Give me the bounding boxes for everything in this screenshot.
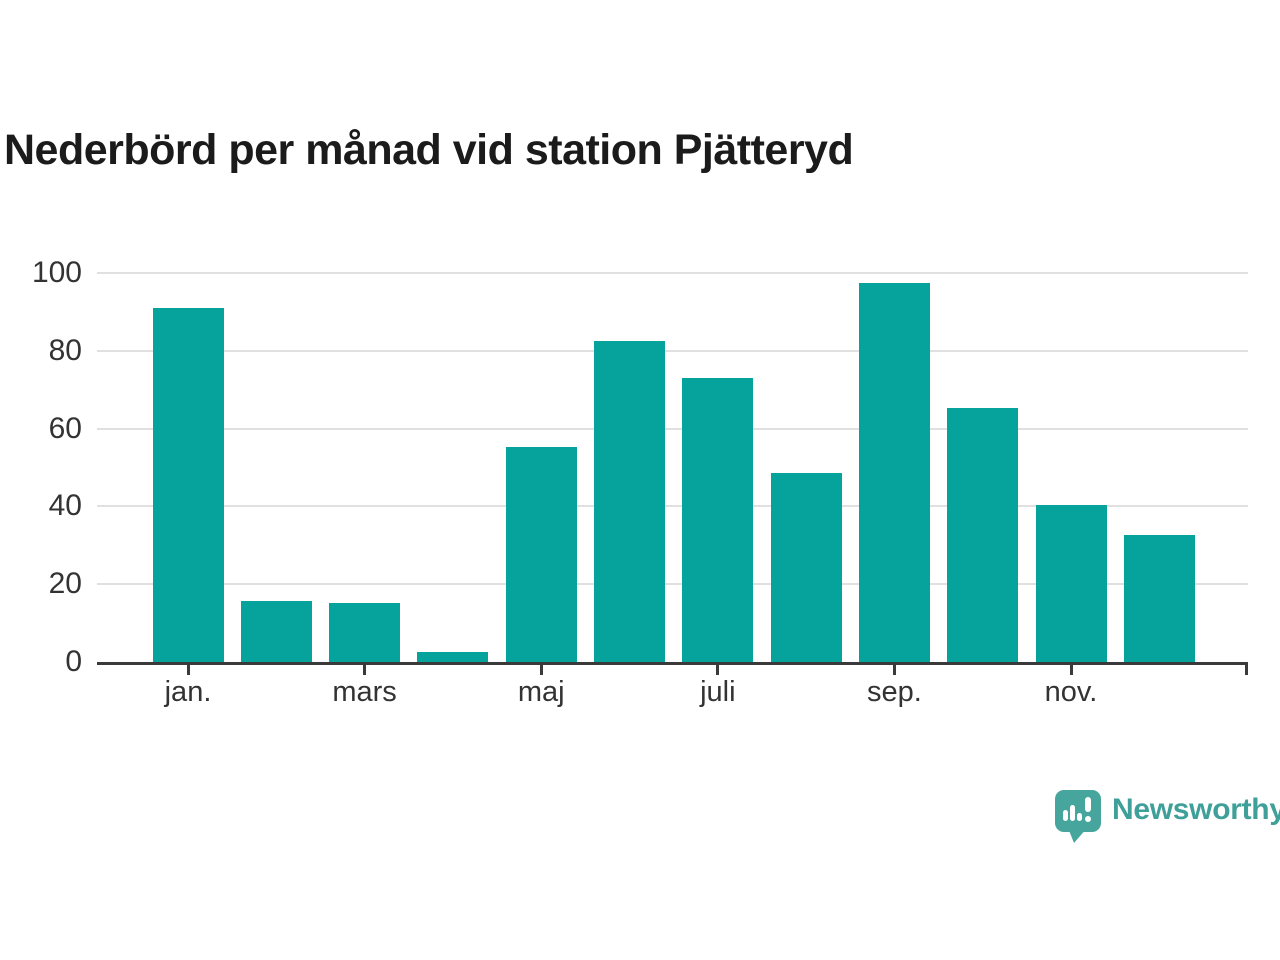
newsworthy-logo-text: Newsworthy	[1112, 793, 1280, 826]
newsworthy-logo: Newsworthy	[1055, 790, 1280, 844]
bar-juni	[594, 341, 665, 662]
bar-maj	[505, 446, 577, 662]
bar-nov.	[1035, 504, 1107, 662]
x-tick-juli	[716, 665, 720, 675]
x-label-jan.: jan.	[164, 676, 212, 708]
x-tick-jan.	[186, 665, 190, 675]
plot-area: jan. mars maj juli sep. nov.	[97, 272, 1248, 708]
x-tick-maj	[539, 665, 543, 675]
x-axis-end-tick	[1245, 665, 1248, 675]
y-label-20: 20	[48, 567, 82, 601]
x-tick-nov.	[1069, 665, 1073, 675]
gridline-y-20	[97, 583, 1248, 586]
newsworthy-logo-icon	[1055, 790, 1101, 843]
gridline-y-60	[97, 427, 1248, 430]
x-label-maj: maj	[517, 676, 565, 708]
x-tick-mars	[363, 665, 367, 675]
y-label-60: 60	[48, 411, 82, 445]
bar-apr.	[417, 651, 489, 662]
bar-juli	[682, 378, 754, 662]
bar-sep.	[858, 282, 930, 662]
y-label-80: 80	[48, 333, 82, 367]
gridline-y-100	[97, 272, 1248, 274]
chart-title: Nederbörd per månad vid station Pjättery…	[4, 126, 854, 174]
bar-okt.	[947, 407, 1019, 662]
x-label-mars: mars	[332, 676, 397, 708]
bar-jan.	[152, 308, 224, 662]
bar-feb.	[240, 600, 312, 662]
y-label-100: 100	[31, 256, 82, 289]
x-label-juli: juli	[700, 676, 736, 708]
x-label-nov.: nov.	[1044, 676, 1098, 708]
bar-dec.	[1123, 534, 1195, 662]
x-tick-sep.	[892, 665, 896, 675]
x-label-sep.: sep.	[866, 676, 922, 708]
bar-aug.	[770, 472, 842, 662]
bar-mars	[329, 603, 401, 662]
gridline-y-80	[97, 349, 1248, 352]
gridline-y-40	[97, 505, 1248, 508]
y-label-0: 0	[65, 645, 82, 678]
y-label-40: 40	[48, 489, 82, 523]
